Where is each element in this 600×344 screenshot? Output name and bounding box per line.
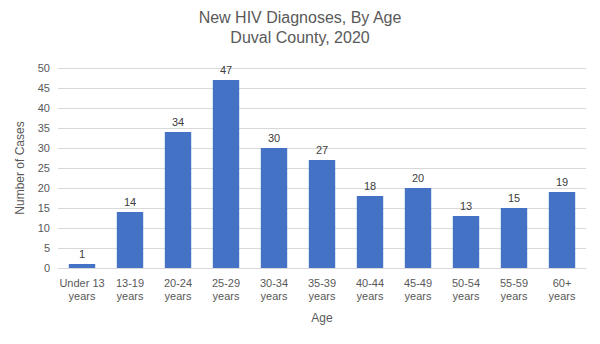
svg-text:5: 5 <box>44 242 50 254</box>
svg-text:years: years <box>405 290 432 302</box>
svg-text:40: 40 <box>38 102 50 114</box>
svg-text:19: 19 <box>556 176 568 188</box>
svg-text:years: years <box>69 290 96 302</box>
svg-text:27: 27 <box>316 144 328 156</box>
svg-text:years: years <box>549 290 576 302</box>
svg-text:15: 15 <box>508 192 520 204</box>
svg-text:Under 13: Under 13 <box>59 277 104 289</box>
svg-text:years: years <box>261 290 288 302</box>
svg-text:Age: Age <box>311 311 333 325</box>
svg-text:years: years <box>501 290 528 302</box>
svg-text:25: 25 <box>38 162 50 174</box>
svg-text:55-59: 55-59 <box>500 277 528 289</box>
svg-text:30: 30 <box>268 132 280 144</box>
svg-text:50: 50 <box>38 62 50 74</box>
svg-text:years: years <box>117 290 144 302</box>
svg-text:0: 0 <box>44 262 50 274</box>
svg-text:25-29: 25-29 <box>212 277 240 289</box>
svg-text:50-54: 50-54 <box>452 277 480 289</box>
svg-text:14: 14 <box>124 196 136 208</box>
svg-text:15: 15 <box>38 202 50 214</box>
svg-text:47: 47 <box>220 64 232 76</box>
svg-text:35-39: 35-39 <box>308 277 336 289</box>
svg-text:60+: 60+ <box>553 277 572 289</box>
svg-text:years: years <box>213 290 240 302</box>
svg-text:1: 1 <box>79 248 85 260</box>
svg-text:years: years <box>357 290 384 302</box>
svg-text:20: 20 <box>38 182 50 194</box>
svg-text:20: 20 <box>412 172 424 184</box>
svg-text:30: 30 <box>38 142 50 154</box>
svg-text:years: years <box>309 290 336 302</box>
svg-text:18: 18 <box>364 180 376 192</box>
svg-text:13-19: 13-19 <box>116 277 144 289</box>
svg-text:30-34: 30-34 <box>260 277 288 289</box>
svg-text:10: 10 <box>38 222 50 234</box>
svg-text:years: years <box>165 290 192 302</box>
svg-text:20-24: 20-24 <box>164 277 192 289</box>
svg-text:years: years <box>453 290 480 302</box>
svg-text:34: 34 <box>172 116 184 128</box>
svg-text:45: 45 <box>38 82 50 94</box>
svg-text:45-49: 45-49 <box>404 277 432 289</box>
svg-text:35: 35 <box>38 122 50 134</box>
svg-text:13: 13 <box>460 200 472 212</box>
svg-text:Number of Cases: Number of Cases <box>13 121 27 214</box>
svg-text:40-44: 40-44 <box>356 277 384 289</box>
svg-text:New HIV Diagnoses, By Age: New HIV Diagnoses, By Age <box>199 9 402 26</box>
svg-text:Duval County, 2020: Duval County, 2020 <box>230 29 369 46</box>
